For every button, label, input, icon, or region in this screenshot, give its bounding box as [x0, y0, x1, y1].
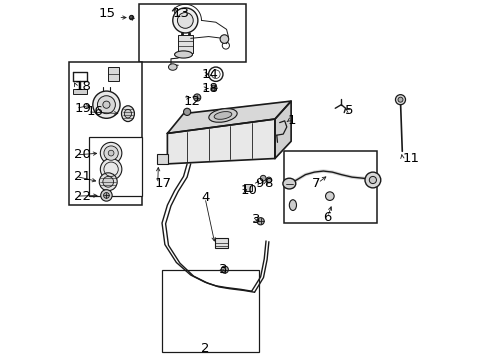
Bar	[139, 4, 246, 62]
Circle shape	[97, 96, 115, 114]
Circle shape	[108, 150, 114, 156]
Text: 15: 15	[98, 8, 115, 21]
Text: 5: 5	[344, 104, 353, 117]
Polygon shape	[274, 101, 290, 158]
Circle shape	[129, 15, 133, 20]
Circle shape	[368, 176, 376, 184]
Circle shape	[183, 108, 190, 116]
Text: 17: 17	[155, 177, 171, 190]
Bar	[284, 151, 376, 223]
Polygon shape	[167, 119, 274, 164]
Polygon shape	[167, 101, 290, 134]
Circle shape	[325, 192, 333, 201]
Text: 6: 6	[322, 211, 330, 224]
Circle shape	[395, 95, 405, 105]
Ellipse shape	[174, 51, 192, 58]
Bar	[88, 137, 142, 196]
Text: 3: 3	[251, 213, 260, 226]
Circle shape	[193, 94, 201, 101]
Text: 22: 22	[74, 190, 91, 203]
Text: 18: 18	[74, 80, 91, 93]
Circle shape	[265, 177, 271, 183]
Circle shape	[101, 190, 112, 201]
Bar	[156, 154, 168, 164]
Text: 18: 18	[201, 82, 218, 95]
Text: 13: 13	[172, 8, 189, 21]
Bar	[244, 184, 252, 191]
Bar	[69, 62, 142, 205]
Circle shape	[177, 13, 193, 28]
Circle shape	[260, 175, 265, 181]
Text: 19: 19	[74, 102, 91, 115]
Ellipse shape	[289, 200, 296, 211]
Text: 10: 10	[241, 184, 257, 197]
Circle shape	[100, 158, 122, 180]
Bar	[162, 270, 258, 352]
Text: 14: 14	[201, 68, 218, 81]
Ellipse shape	[208, 109, 237, 122]
Text: 16: 16	[86, 105, 103, 118]
Circle shape	[221, 266, 228, 273]
Ellipse shape	[214, 112, 231, 119]
Text: 3: 3	[219, 263, 227, 276]
Ellipse shape	[168, 64, 177, 70]
Circle shape	[103, 193, 109, 198]
Bar	[108, 67, 119, 81]
Text: 20: 20	[74, 148, 91, 161]
Text: 8: 8	[264, 177, 272, 190]
Text: 12: 12	[183, 95, 200, 108]
Text: 11: 11	[402, 152, 418, 165]
Circle shape	[100, 142, 122, 164]
Circle shape	[172, 8, 198, 33]
Ellipse shape	[282, 178, 295, 189]
Text: 7: 7	[311, 177, 320, 190]
Bar	[215, 238, 227, 248]
Circle shape	[220, 35, 228, 43]
Circle shape	[257, 218, 264, 225]
Circle shape	[364, 172, 380, 188]
Text: 1: 1	[287, 114, 295, 127]
Circle shape	[102, 176, 113, 187]
Text: 9: 9	[255, 177, 263, 190]
Circle shape	[102, 101, 110, 108]
Circle shape	[99, 173, 117, 191]
Ellipse shape	[121, 106, 134, 122]
Text: 21: 21	[74, 170, 91, 183]
Circle shape	[397, 97, 402, 102]
Text: 2: 2	[201, 342, 209, 355]
Ellipse shape	[124, 109, 131, 118]
Circle shape	[211, 85, 217, 91]
Text: 4: 4	[201, 192, 209, 204]
Bar	[178, 35, 192, 53]
Bar	[73, 89, 86, 94]
Circle shape	[93, 91, 120, 118]
Circle shape	[104, 146, 118, 160]
